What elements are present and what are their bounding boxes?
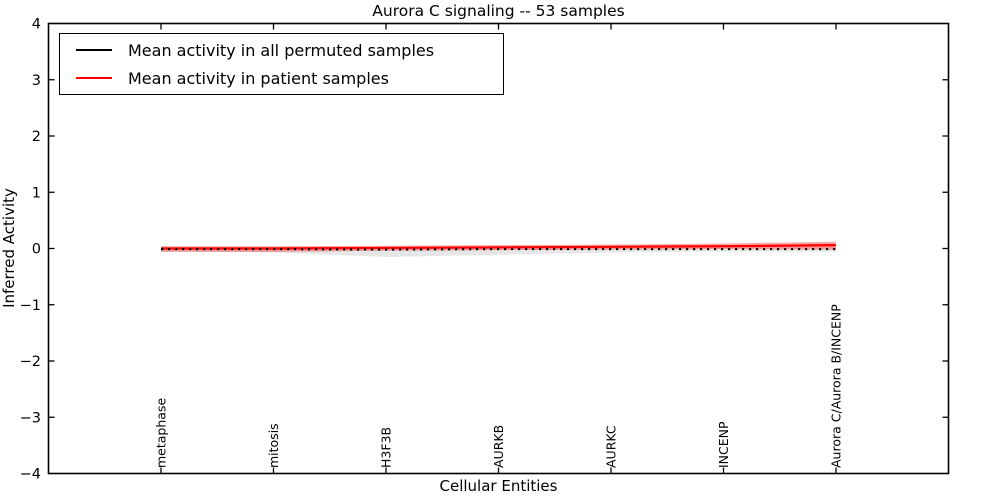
legend-label-permuted: Mean activity in all permuted samples <box>128 40 435 60</box>
legend-item-patient: Mean activity in patient samples <box>60 69 503 88</box>
x-axis-label: Cellular Entities <box>439 477 558 495</box>
y-tick-label: 4 <box>32 17 41 33</box>
y-tick-label: 0 <box>32 242 41 258</box>
y-tick-label: 1 <box>32 185 41 201</box>
x-tick-label: Aurora C/Aurora B/INCENP <box>829 304 844 468</box>
x-tick-label: mitosis <box>266 423 281 468</box>
y-tick-label: −2 <box>20 354 41 370</box>
x-tick-label: INCENP <box>716 421 731 468</box>
x-tick-label: H3F3B <box>379 427 394 468</box>
x-tick-label: metaphase <box>154 398 169 468</box>
legend-item-permuted: Mean activity in all permuted samples <box>60 41 503 60</box>
legend: Mean activity in all permuted samples Me… <box>59 33 504 95</box>
x-tick-label: AURKB <box>491 425 506 468</box>
legend-line-red-icon <box>76 77 112 79</box>
legend-line-black-icon <box>76 49 112 51</box>
y-tick-label: −4 <box>20 467 41 483</box>
y-tick-label: 3 <box>32 73 41 89</box>
y-tick-label: −3 <box>20 410 41 426</box>
y-axis-label: Inferred Activity <box>0 188 18 308</box>
x-tick-label: AURKC <box>604 425 619 468</box>
y-tick-label: 2 <box>32 129 41 145</box>
series-line-0 <box>161 248 836 251</box>
y-tick-label: −1 <box>20 298 41 314</box>
chart-title: Aurora C signaling -- 53 samples <box>372 2 625 20</box>
legend-label-patient: Mean activity in patient samples <box>128 68 389 88</box>
